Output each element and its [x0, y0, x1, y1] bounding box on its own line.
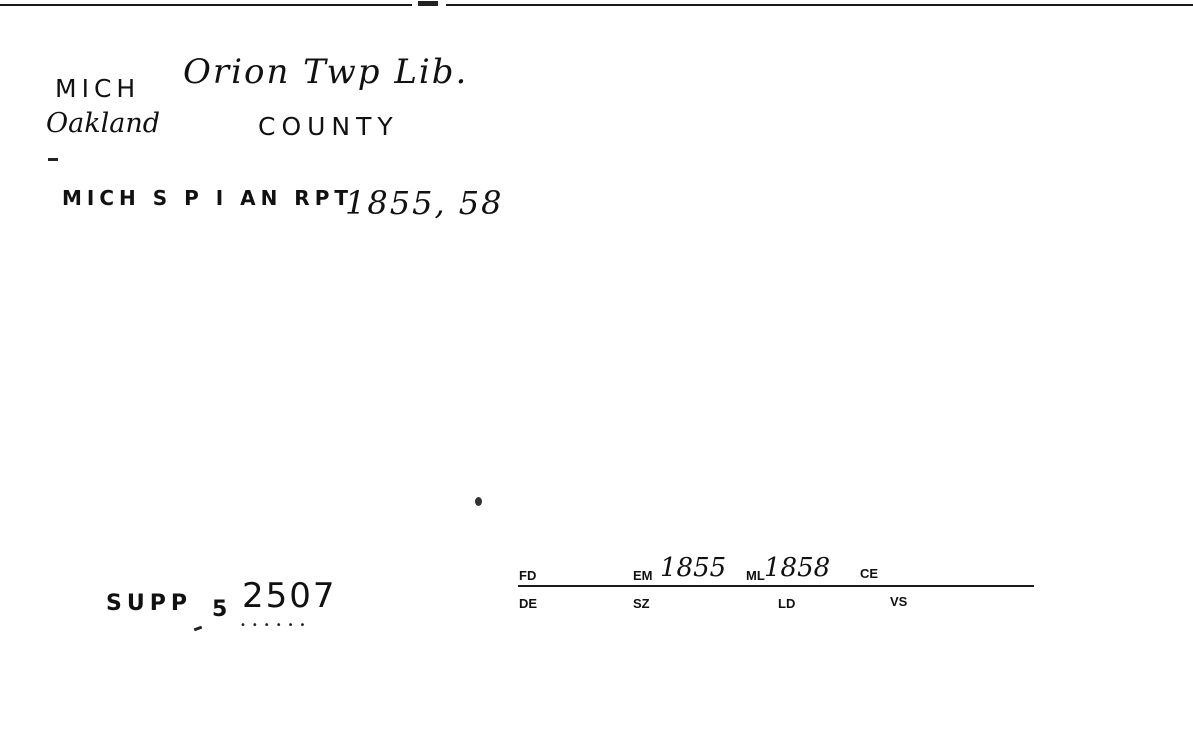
field-divider-line — [518, 585, 1034, 587]
county-name: Oakland — [46, 108, 160, 139]
supp-dots: •••••• — [240, 620, 312, 631]
state-abbreviation: MICH — [55, 74, 141, 103]
field-ml-label: ML — [746, 568, 765, 583]
field-em-value: 1855 — [660, 553, 727, 583]
field-ce-label: CE — [860, 566, 879, 581]
top-border-mark — [418, 1, 438, 6]
supp-prefix: 5 — [212, 597, 228, 622]
ink-speck — [475, 497, 482, 506]
field-ld-label: LD — [778, 596, 796, 611]
field-ml-value: 1858 — [764, 553, 831, 583]
top-border-line — [0, 4, 1193, 6]
supp-number: 2507 — [242, 576, 337, 616]
library-name: Orion Twp Lib. — [183, 52, 469, 92]
county-label: COUNTY — [258, 112, 399, 141]
source-citation: MICH S P I AN RPT — [62, 186, 353, 210]
field-em-label: EM — [633, 568, 653, 583]
pen-mark — [48, 158, 58, 161]
field-fd-label: FD — [519, 568, 537, 583]
supp-tick-mark — [193, 625, 203, 632]
field-vs-label: VS — [890, 594, 908, 609]
field-sz-label: SZ — [633, 596, 650, 611]
field-de-label: DE — [519, 596, 538, 611]
source-years: 1855, 58 — [345, 184, 504, 222]
supp-label: SUPP — [106, 591, 192, 616]
